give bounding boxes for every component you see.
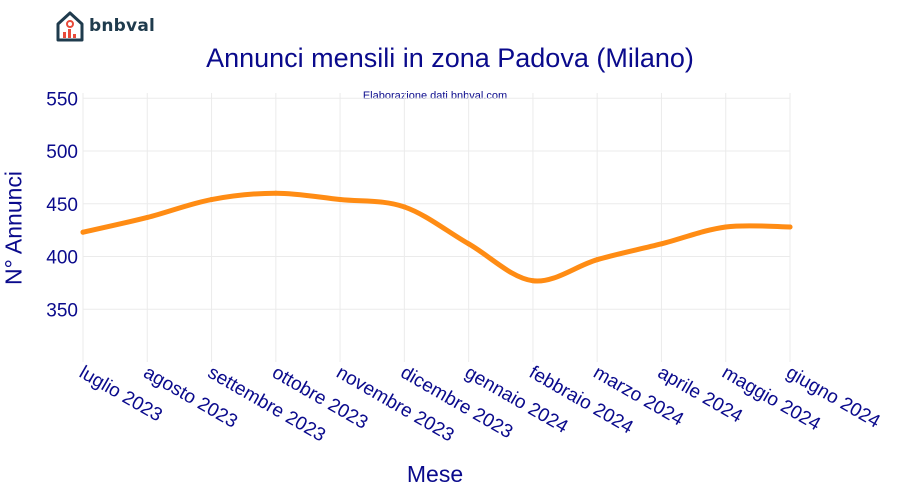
- data-point: [401, 204, 407, 210]
- chart-title: Annunci mensili in zona Padova (Milano): [206, 43, 694, 73]
- y-tick-label: 500: [46, 142, 78, 163]
- data-point: [80, 229, 86, 235]
- y-tick-label: 350: [46, 300, 78, 321]
- data-point: [658, 241, 664, 247]
- data-point: [594, 257, 600, 263]
- x-axis-label: Mese: [406, 461, 464, 487]
- data-point: [787, 224, 793, 230]
- series-lines: [80, 190, 793, 284]
- data-point: [530, 278, 536, 284]
- data-point: [144, 214, 150, 220]
- chart-subtitle: Elaborazione dati bnbval.com: [362, 90, 508, 102]
- data-point: [723, 224, 729, 230]
- data-point: [337, 197, 343, 203]
- logo-text: bnbval: [89, 16, 156, 36]
- y-tick-label: 450: [46, 195, 78, 216]
- grid: [82, 93, 791, 362]
- data-point: [466, 241, 472, 247]
- series-line: [80, 190, 793, 284]
- data-point: [273, 190, 279, 196]
- y-tick-label: 550: [46, 89, 78, 110]
- house-chart-icon: [56, 11, 84, 42]
- logo: bnbval: [55, 10, 155, 42]
- data-point: [209, 197, 215, 203]
- y-tick-label: 400: [46, 248, 78, 269]
- y-axis-ticks: 350 400 450 500 550: [46, 89, 78, 321]
